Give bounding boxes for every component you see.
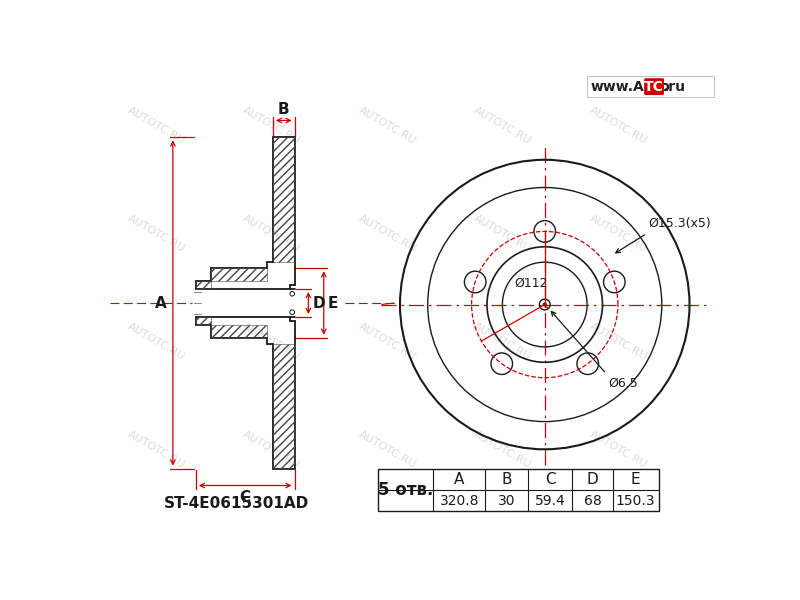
Text: ST-4E0615301AD: ST-4E0615301AD bbox=[164, 496, 310, 511]
Text: A: A bbox=[155, 295, 166, 311]
Text: AUTOTC.RU: AUTOTC.RU bbox=[587, 106, 648, 146]
Text: A: A bbox=[454, 472, 465, 487]
Text: B: B bbox=[502, 472, 512, 487]
Text: AUTOTC.RU: AUTOTC.RU bbox=[126, 213, 186, 254]
Bar bbox=[273, 137, 294, 262]
Bar bbox=[211, 325, 266, 338]
Text: D: D bbox=[312, 295, 325, 311]
Bar bbox=[378, 469, 658, 511]
Text: AUTOTC.RU: AUTOTC.RU bbox=[472, 429, 533, 470]
Text: AUTOTC.RU: AUTOTC.RU bbox=[587, 321, 648, 362]
Text: AUTOTC.RU: AUTOTC.RU bbox=[126, 429, 186, 470]
Text: .ru: .ru bbox=[663, 80, 686, 94]
Text: Ø15.3(x5): Ø15.3(x5) bbox=[649, 217, 711, 230]
Bar bbox=[211, 268, 266, 281]
Text: AUTOTC.RU: AUTOTC.RU bbox=[126, 106, 186, 146]
Text: AUTOTC.RU: AUTOTC.RU bbox=[472, 321, 533, 362]
Text: 30: 30 bbox=[498, 494, 515, 508]
Text: AUTOTC.RU: AUTOTC.RU bbox=[357, 213, 418, 254]
Text: Ø6.5: Ø6.5 bbox=[608, 377, 638, 390]
Text: TC: TC bbox=[644, 80, 664, 94]
Text: AUTOTC.RU: AUTOTC.RU bbox=[587, 429, 648, 470]
Text: AUTOTC.RU: AUTOTC.RU bbox=[357, 429, 418, 470]
Text: AUTOTC.RU: AUTOTC.RU bbox=[587, 213, 648, 254]
Text: 320.8: 320.8 bbox=[439, 494, 479, 508]
Text: AUTOTC.RU: AUTOTC.RU bbox=[357, 106, 418, 146]
Text: AUTOTC.RU: AUTOTC.RU bbox=[241, 429, 302, 470]
Text: E: E bbox=[328, 295, 338, 311]
Text: 59.4: 59.4 bbox=[534, 494, 566, 508]
Text: 5 отв.: 5 отв. bbox=[378, 481, 433, 499]
Bar bbox=[273, 344, 294, 469]
Text: C: C bbox=[545, 472, 555, 487]
Text: Ø112: Ø112 bbox=[514, 277, 548, 289]
Text: AUTOTC.RU: AUTOTC.RU bbox=[472, 106, 533, 146]
Text: B: B bbox=[278, 101, 290, 116]
Text: D: D bbox=[586, 472, 598, 487]
Text: AUTOTC.RU: AUTOTC.RU bbox=[241, 106, 302, 146]
Bar bbox=[587, 76, 714, 97]
Bar bbox=[196, 281, 211, 289]
Text: AUTOTC.RU: AUTOTC.RU bbox=[472, 213, 533, 254]
Circle shape bbox=[543, 303, 546, 306]
Bar bbox=[196, 317, 211, 325]
Text: AUTOTC.RU: AUTOTC.RU bbox=[241, 321, 302, 362]
Text: C: C bbox=[240, 490, 250, 505]
Text: E: E bbox=[630, 472, 641, 487]
Text: AUTOTC.RU: AUTOTC.RU bbox=[357, 321, 418, 362]
Text: AUTOTC.RU: AUTOTC.RU bbox=[126, 321, 186, 362]
FancyBboxPatch shape bbox=[645, 79, 663, 94]
Text: www.Auto: www.Auto bbox=[591, 80, 671, 94]
Text: AUTOTC.RU: AUTOTC.RU bbox=[241, 213, 302, 254]
Text: 150.3: 150.3 bbox=[616, 494, 655, 508]
Text: 68: 68 bbox=[584, 494, 602, 508]
